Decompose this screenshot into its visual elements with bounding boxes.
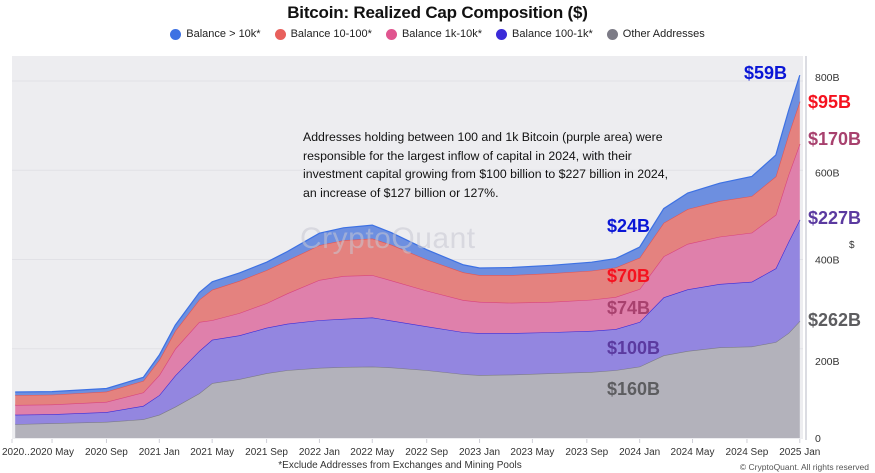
dollar-unit-icon: $ [849, 240, 855, 251]
legend-dot-icon [170, 28, 182, 40]
chart-legend: Balance > 10k* Balance 10-100* Balance 1… [0, 28, 875, 40]
y-tick-label: 0 [815, 433, 821, 445]
legend-item-other[interactable]: Other Addresses [606, 28, 705, 40]
copyright: © CryptoQuant. All rights reserved [739, 462, 869, 472]
x-tick-label: 2023 Jan [459, 447, 500, 458]
legend-label: Other Addresses [622, 28, 705, 40]
x-tick-label: 2021 Sep [245, 447, 288, 458]
annotation-end-100-1k: $227B [808, 208, 862, 228]
x-tick-label: 2021 May [190, 447, 234, 458]
x-tick-label: 2020 Sep [85, 447, 128, 458]
x-tick-label: 2024 May [671, 447, 715, 458]
x-tick-label: 2025 Jan [779, 447, 820, 458]
x-tick-label: 2023 Sep [565, 447, 608, 458]
y-tick-label: 600B [815, 167, 840, 179]
x-tick-label: 2024 Sep [726, 447, 769, 458]
annotation-start-other: $160B [607, 379, 661, 399]
y-axis-ticks: 0 200B 400B 600B 800B [815, 72, 840, 445]
x-tick-label: 2021 Jan [139, 447, 180, 458]
y-tick-label: 400B [815, 255, 840, 267]
legend-label: Balance 1k-10k* [401, 28, 483, 40]
x-tick-label: 2022 Jan [299, 447, 340, 458]
legend-dot-icon [496, 28, 508, 40]
x-tick-label: 2022 May [350, 447, 394, 458]
x-tick-label: 2020... [2, 447, 33, 458]
watermark: CryptoQuant [300, 222, 476, 255]
x-tick-label: 2020 May [30, 447, 74, 458]
annotation-start-10-100: $70B [607, 266, 651, 286]
annotation-start-1k-10k: $74B [607, 298, 651, 318]
annotation-end-other: $262B [808, 310, 862, 330]
legend-dot-icon [606, 28, 618, 40]
legend-dot-icon [385, 28, 397, 40]
x-tick-label: 2023 May [510, 447, 554, 458]
legend-label: Balance 10-100* [290, 28, 372, 40]
annotation-end-10-100: $95B [808, 92, 852, 112]
annotation-end-1k-10k: $170B [808, 129, 862, 149]
legend-item-gt10k[interactable]: Balance > 10k* [170, 28, 261, 40]
y-tick-label: 200B [815, 356, 840, 368]
area-balance-10-100[interactable] [15, 101, 800, 406]
footnote: *Exclude Addresses from Exchanges and Mi… [278, 460, 522, 471]
legend-item-10-100[interactable]: Balance 10-100* [274, 28, 372, 40]
annotation-start-gt10k: $24B [607, 216, 651, 236]
legend-item-100-1k[interactable]: Balance 100-1k* [496, 28, 593, 40]
annotation-end-gt10k: $59B [744, 63, 788, 83]
annotation-start-100-1k: $100B [607, 338, 661, 358]
legend-label: Balance 100-1k* [512, 28, 593, 40]
chart-title: Bitcoin: Realized Cap Composition ($) [287, 3, 588, 22]
area-layers [15, 75, 801, 438]
area-balance-100-1k[interactable] [15, 219, 800, 425]
x-tick-label: 2022 Sep [405, 447, 448, 458]
annotation-note: Addresses holding between 100 and 1k Bit… [303, 130, 669, 200]
y-tick-label: 800B [815, 72, 840, 84]
series-line [15, 75, 801, 393]
x-axis-ticks: 2020...2020 May 2020 Sep 2021 Jan 2021 May 2… [2, 439, 820, 458]
legend-label: Balance > 10k* [186, 28, 261, 40]
x-tick-label: 2024 Jan [619, 447, 660, 458]
area-other-addresses[interactable] [15, 321, 800, 438]
legend-item-1k-10k[interactable]: Balance 1k-10k* [385, 28, 483, 40]
legend-dot-icon [274, 28, 286, 40]
